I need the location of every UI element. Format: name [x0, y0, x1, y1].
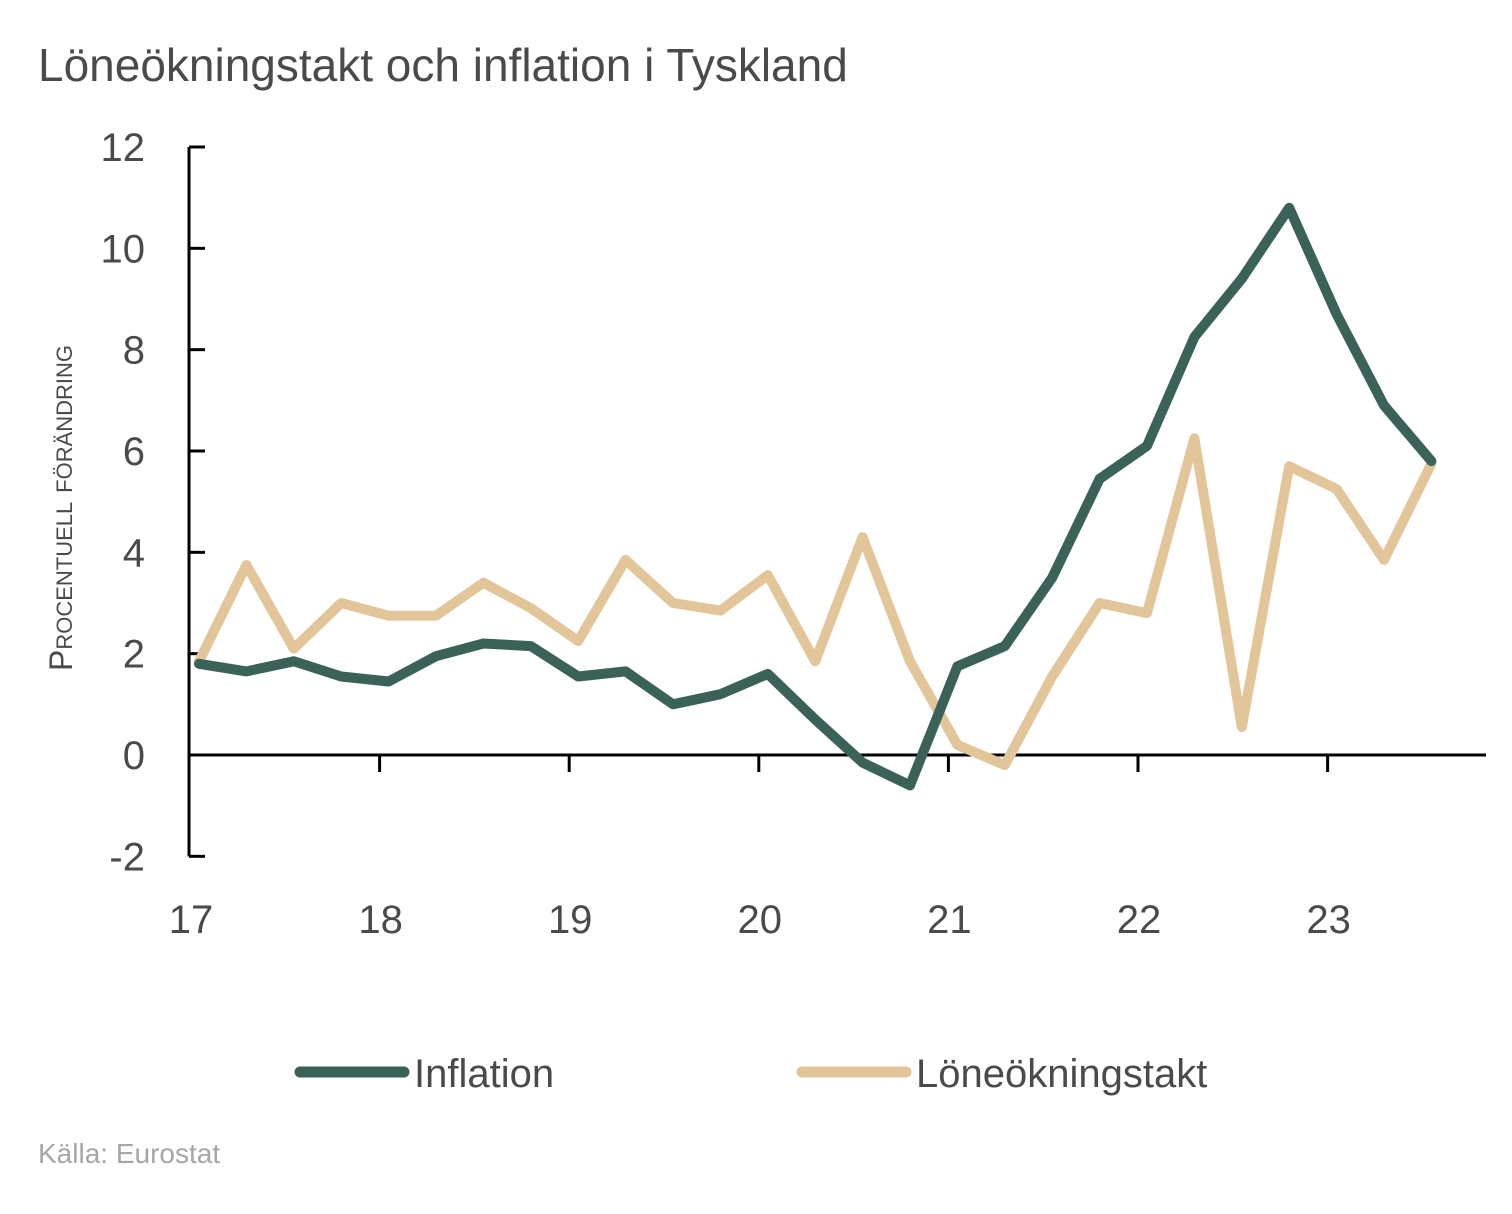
y-axis-label: Procentuell förändring — [43, 345, 79, 671]
axes — [187, 145, 1486, 858]
y-tick-label: 6 — [123, 430, 145, 474]
x-tick-label: 21 — [927, 898, 972, 942]
legend-label-inflation: Inflation — [414, 1052, 554, 1096]
x-tick-labels: 17 18 19 20 21 22 23 — [169, 898, 1351, 942]
x-tick-label: 19 — [548, 898, 593, 942]
y-tick-label: 8 — [123, 329, 145, 373]
legend-label-wage: Löneökningstakt — [916, 1052, 1207, 1096]
y-tick-label: -2 — [109, 835, 145, 879]
y-tick-label: 0 — [123, 734, 145, 778]
chart-title: Löneökningstakt och inflation i Tyskland — [38, 39, 848, 91]
source-note: Källa: Eurostat — [38, 1138, 220, 1169]
y-tick-label: 12 — [101, 126, 146, 170]
y-tick-label: 10 — [101, 227, 146, 271]
x-tick-label: 17 — [169, 898, 214, 942]
x-tick-label: 20 — [738, 898, 783, 942]
series-lines — [194, 202, 1437, 791]
series-line-inflation — [194, 202, 1437, 791]
x-tick-label: 18 — [358, 898, 403, 942]
y-tick-label: 4 — [123, 531, 145, 575]
y-tick-labels: 12 10 8 6 4 2 0 -2 — [101, 126, 146, 879]
series-line-wage-growth — [194, 433, 1437, 771]
x-tick-label: 22 — [1117, 898, 1162, 942]
legend: Inflation Löneökningstakt — [294, 1052, 1207, 1096]
x-tick-label: 23 — [1306, 898, 1351, 942]
y-tick-label: 2 — [123, 633, 145, 677]
